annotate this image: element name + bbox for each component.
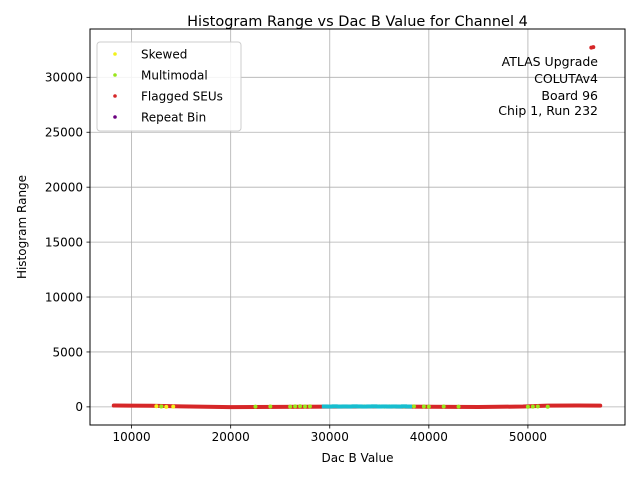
legend-marker <box>113 52 117 56</box>
legend-items: Skewed Multimodal Flagged SEUs Repeat Bin <box>113 47 223 124</box>
data-point <box>525 404 530 409</box>
data-point <box>421 404 426 409</box>
x-tick-label: 40000 <box>410 430 448 444</box>
data-point <box>530 404 535 409</box>
data-point <box>326 404 333 409</box>
data-point <box>396 404 403 409</box>
data-point <box>171 404 176 409</box>
data-point <box>386 404 393 409</box>
data-point <box>268 404 273 409</box>
data-point <box>401 404 408 409</box>
data-point <box>298 404 303 409</box>
legend-marker <box>113 115 117 119</box>
data-point <box>376 404 383 409</box>
data-point <box>381 404 388 409</box>
data-point <box>351 404 358 409</box>
data-point <box>253 404 258 409</box>
y-tick-label: 15000 <box>45 235 83 249</box>
y-tick-label: 5000 <box>52 345 83 359</box>
y-tick-label: 20000 <box>45 180 83 194</box>
data-point <box>159 404 164 409</box>
annotation-line: ATLAS Upgrade <box>502 54 599 69</box>
run-info-annotation: ATLAS Upgrade COLUTAv4 Board 96 Chip 1, … <box>498 54 598 118</box>
annotation-line: Board 96 <box>541 88 598 103</box>
data-points <box>111 45 603 410</box>
legend-label: Repeat Bin <box>141 110 206 124</box>
data-point <box>331 404 338 409</box>
x-tick-label: 10000 <box>113 430 151 444</box>
x-tick-label: 20000 <box>212 430 250 444</box>
annotation-line: COLUTAv4 <box>534 71 598 86</box>
x-axis-label: Dac B Value <box>321 451 393 465</box>
data-point <box>426 404 431 409</box>
legend: Skewed Multimodal Flagged SEUs Repeat Bin <box>96 41 242 132</box>
y-axis-label: Histogram Range <box>15 175 29 279</box>
data-point <box>302 404 307 409</box>
legend-marker <box>113 94 117 98</box>
data-point <box>545 404 550 409</box>
data-point <box>391 404 398 409</box>
data-point <box>535 404 540 409</box>
data-point <box>307 404 312 409</box>
data-point <box>341 404 348 409</box>
legend-label: Flagged SEUs <box>141 89 223 103</box>
legend-box <box>96 41 242 132</box>
data-point <box>346 404 353 409</box>
data-point <box>406 404 413 409</box>
y-tick-label: 25000 <box>45 126 83 140</box>
legend-label: Skewed <box>141 47 187 61</box>
x-tick-label: 30000 <box>311 430 349 444</box>
axis-ticks: 10000 20000 30000 40000 50000 0 5000 10000 15000… <box>45 71 547 444</box>
data-point <box>154 404 159 409</box>
data-point <box>441 404 446 409</box>
data-point <box>164 404 169 409</box>
grid-lines <box>90 29 625 425</box>
annotation-line: Chip 1, Run 232 <box>498 103 598 118</box>
data-point <box>321 404 328 409</box>
data-point <box>411 404 416 409</box>
x-tick-label: 50000 <box>509 430 547 444</box>
data-point <box>371 404 378 409</box>
axes-frame <box>89 28 626 426</box>
data-point <box>288 404 293 409</box>
legend-marker <box>113 73 117 77</box>
data-point <box>456 404 461 409</box>
legend-label: Multimodal <box>141 68 208 82</box>
y-tick-label: 0 <box>75 400 83 414</box>
data-point <box>591 45 596 50</box>
y-tick-label: 30000 <box>45 71 83 85</box>
data-point <box>293 404 298 409</box>
data-point <box>356 404 363 409</box>
data-point <box>336 404 343 409</box>
data-point <box>361 404 368 409</box>
y-tick-label: 10000 <box>45 290 83 304</box>
chart-title: Histogram Range vs Dac B Value for Chann… <box>187 14 528 30</box>
data-point <box>366 404 373 409</box>
